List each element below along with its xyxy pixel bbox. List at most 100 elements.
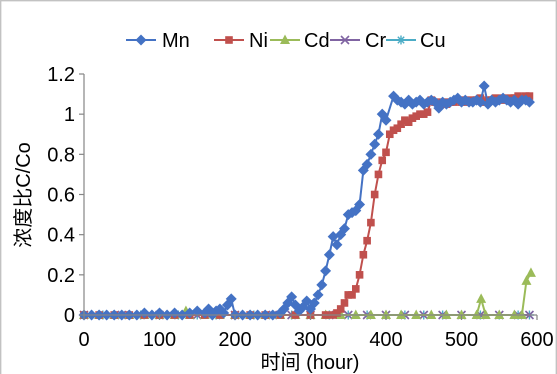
data-point-mn [312,289,324,301]
x-tick-label: 0 [78,329,89,351]
data-point-ni [352,285,360,293]
legend-marker-cu [396,35,406,45]
data-point-ni [359,250,368,259]
data-point-cd [476,293,487,303]
data-point-ni [333,309,341,317]
data-point-cd [441,309,452,319]
legend: Mn Ni Cd Cr Cu [126,30,446,52]
y-tick-label: 1 [64,104,75,126]
legend-item-cr: Cr [330,30,386,52]
legend-marker-ni [225,36,233,44]
data-point-mn [331,239,343,251]
data-point-cd [381,309,391,319]
y-tick-label: 0.4 [47,225,75,247]
y-axis-title: 浓度比C/Co [12,142,35,248]
data-point-cd [471,309,482,319]
x-axis-title: 时间 (hour) [261,351,360,374]
data-point-ni [382,148,390,157]
plot-area [78,73,538,321]
series-line-mn [84,85,530,316]
data-point-cd [411,309,422,319]
data-point-mn [320,265,332,277]
data-point-mn [474,96,486,108]
series-mn [78,80,535,321]
x-tick-label: 600 [520,329,553,351]
data-point-ni [348,291,356,299]
data-point-mn [308,297,320,309]
data-point-mn [361,158,373,170]
data-point-mn [369,138,381,150]
data-point-mn [338,223,350,235]
data-point-cd [494,309,505,319]
x-tick-label: 300 [294,329,327,351]
series-line-ni [84,95,530,316]
data-point-mn [218,307,230,319]
data-point-cd [521,275,532,285]
data-point-mn [138,307,150,319]
data-point-ni [378,156,387,165]
legend-label-mn: Mn [162,30,190,52]
y-tick-label: 0 [64,305,75,327]
data-point-cd [480,309,491,319]
data-point-mn [478,80,490,92]
y-tick-label: 0.2 [47,265,75,287]
data-point-ni [336,305,345,313]
data-point-cd [396,309,407,319]
data-point-ni [363,236,371,245]
x-tick-label: 100 [143,329,176,351]
data-point-mn [354,199,366,211]
legend-marker-cd [280,34,290,44]
data-point-mn [323,249,335,261]
y-tick-label: 0.8 [47,144,75,166]
data-point-mn [169,307,181,319]
data-point-ni [374,170,383,179]
legend-item-mn: Mn [126,30,190,52]
axes-layer [79,73,538,320]
axis-labels: 0 0.2 0.4 0.6 0.8 1 1.2 0 100 200 300 400 500 600 时间 (… [12,64,554,374]
data-point-mn [380,114,392,126]
data-point-ni [397,120,405,129]
data-point-mn [286,291,298,303]
legend-marker-mn [135,34,147,46]
y-tick-label: 0.6 [47,185,75,207]
data-point-cd [525,267,536,277]
data-point-mn [327,231,339,243]
data-point-ni [340,299,349,307]
data-point-cd [426,309,437,319]
data-point-cd [350,309,361,319]
data-point-cd [365,309,376,319]
x-tick-label: 200 [218,329,251,351]
y-tick-label: 1.2 [47,64,75,86]
data-point-ni [404,118,413,126]
legend-label-ni: Ni [249,30,268,52]
series-layer [78,80,536,321]
data-point-ni [370,190,379,199]
data-point-ni [525,92,534,100]
x-tick-label: 500 [445,329,478,351]
legend-item-ni: Ni [214,30,268,52]
legend-item-cd: Cd [270,30,330,52]
data-point-mn [316,279,328,291]
data-point-ni [393,124,402,133]
legend-marker-cr [340,35,350,45]
legend-item-cu: Cu [386,30,446,52]
legend-label-cd: Cd [304,30,330,52]
data-point-mn [191,305,203,317]
series-ni [80,92,534,319]
x-tick-label: 400 [369,329,402,351]
data-point-cd [456,309,467,319]
data-point-ni [355,271,364,279]
data-point-mn [523,96,535,108]
data-point-ni [385,130,394,139]
data-point-ni [367,218,375,227]
data-point-cd [509,309,520,319]
data-point-mn [301,295,313,307]
data-point-mn [365,148,377,160]
legend-label-cu: Cu [420,30,446,52]
data-point-mn [225,293,237,305]
data-point-mn [184,307,196,319]
legend-label-cr: Cr [365,30,386,52]
data-point-cd [516,309,527,319]
